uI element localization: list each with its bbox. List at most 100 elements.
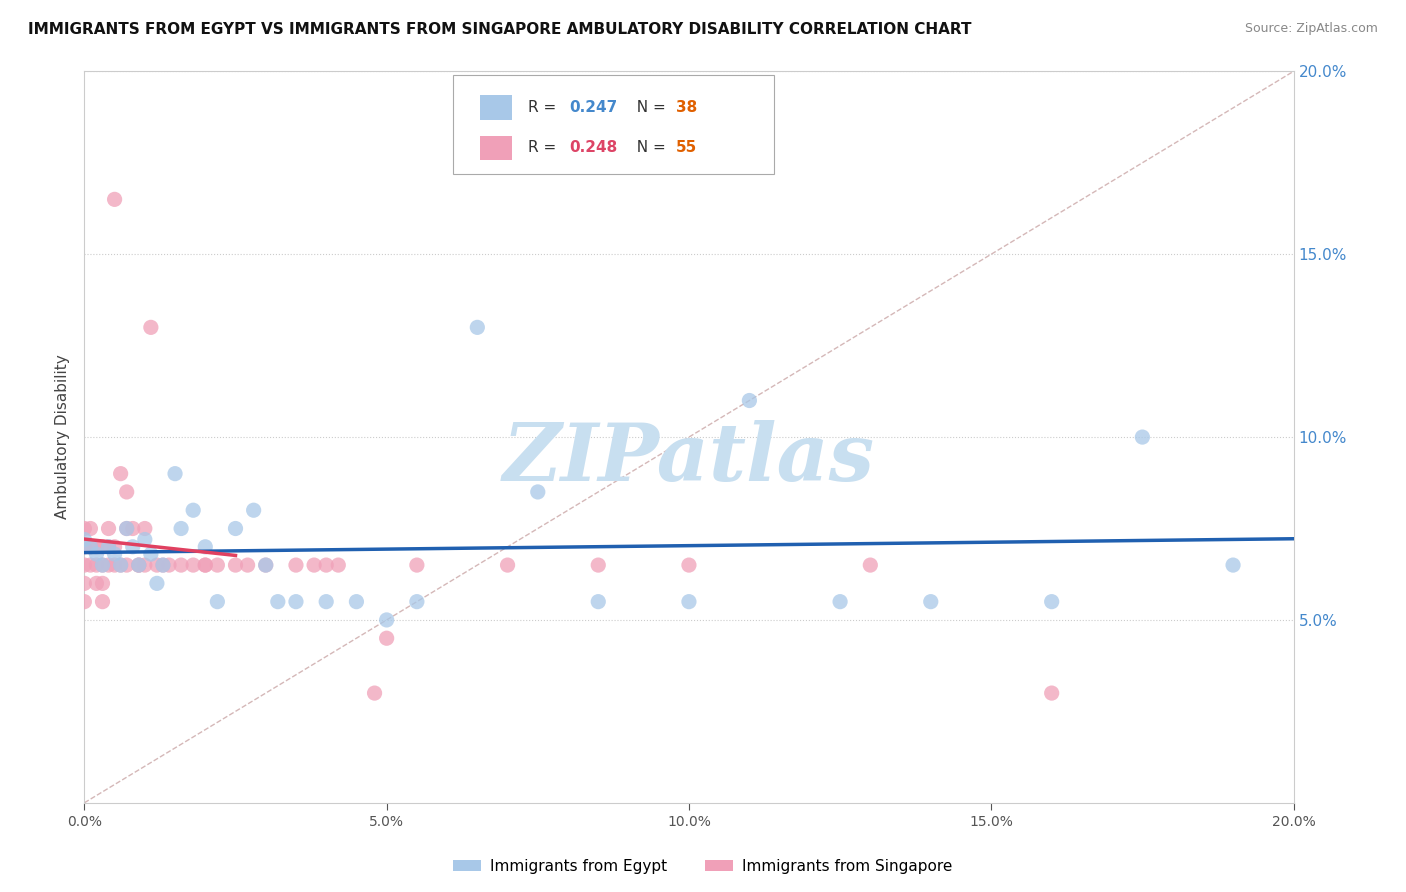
Point xyxy=(104,192,127,206)
Point xyxy=(346,594,368,608)
Point xyxy=(139,320,162,334)
Text: N =: N = xyxy=(627,100,671,115)
Point xyxy=(496,558,519,573)
Point xyxy=(73,558,96,573)
Point xyxy=(128,558,150,573)
Point xyxy=(97,521,120,535)
Point xyxy=(73,576,96,591)
Point xyxy=(134,533,156,547)
Point xyxy=(1040,594,1063,608)
Point xyxy=(527,485,550,500)
Point xyxy=(1130,430,1153,444)
Point xyxy=(91,540,114,554)
Point xyxy=(79,521,101,535)
Point xyxy=(285,594,308,608)
Point xyxy=(97,540,120,554)
Point xyxy=(194,558,217,573)
Point xyxy=(91,558,114,573)
Point xyxy=(73,533,96,547)
Point xyxy=(165,467,187,481)
Point xyxy=(104,547,127,561)
Point xyxy=(375,613,398,627)
Text: IMMIGRANTS FROM EGYPT VS IMMIGRANTS FROM SINGAPORE AMBULATORY DISABILITY CORRELA: IMMIGRANTS FROM EGYPT VS IMMIGRANTS FROM… xyxy=(28,22,972,37)
Point xyxy=(170,521,193,535)
Point xyxy=(134,521,156,535)
Point xyxy=(406,558,429,573)
Point xyxy=(181,558,204,573)
Point xyxy=(79,540,101,554)
Point xyxy=(207,558,229,573)
Point xyxy=(588,558,610,573)
Point xyxy=(110,558,132,573)
Point xyxy=(267,594,290,608)
Point xyxy=(859,558,882,573)
Point xyxy=(254,558,277,573)
Point xyxy=(302,558,325,573)
Point xyxy=(134,558,156,573)
Point xyxy=(152,558,174,573)
Point xyxy=(91,576,114,591)
Point xyxy=(79,540,101,554)
Text: R =: R = xyxy=(529,100,561,115)
Point xyxy=(86,576,108,591)
FancyBboxPatch shape xyxy=(453,75,773,174)
Point xyxy=(738,393,761,408)
Point xyxy=(315,594,337,608)
Text: 38: 38 xyxy=(676,100,697,115)
Point xyxy=(128,558,150,573)
Point xyxy=(406,594,429,608)
Text: Source: ZipAtlas.com: Source: ZipAtlas.com xyxy=(1244,22,1378,36)
Point xyxy=(157,558,180,573)
Point xyxy=(363,686,385,700)
Point xyxy=(315,558,337,573)
Point xyxy=(1222,558,1244,573)
Point xyxy=(115,521,138,535)
Point xyxy=(86,540,108,554)
Point xyxy=(104,558,127,573)
Point xyxy=(254,558,277,573)
Point xyxy=(73,540,96,554)
Point xyxy=(1040,686,1063,700)
Point xyxy=(86,547,108,561)
Point xyxy=(328,558,350,573)
Point xyxy=(146,558,169,573)
Point xyxy=(830,594,852,608)
Point xyxy=(152,558,174,573)
Point xyxy=(467,320,489,334)
FancyBboxPatch shape xyxy=(479,136,512,161)
Point xyxy=(97,558,120,573)
Point xyxy=(588,594,610,608)
Point xyxy=(91,594,114,608)
Point xyxy=(920,594,942,608)
Point xyxy=(104,540,127,554)
Point xyxy=(170,558,193,573)
Point xyxy=(115,521,138,535)
Point xyxy=(73,521,96,535)
Point xyxy=(73,594,96,608)
Point xyxy=(128,558,150,573)
Legend: Immigrants from Egypt, Immigrants from Singapore: Immigrants from Egypt, Immigrants from S… xyxy=(447,853,959,880)
Point xyxy=(146,576,169,591)
Y-axis label: Ambulatory Disability: Ambulatory Disability xyxy=(55,355,70,519)
Point xyxy=(110,558,132,573)
Point xyxy=(79,558,101,573)
Point xyxy=(110,467,132,481)
Point xyxy=(181,503,204,517)
Point xyxy=(115,485,138,500)
Point xyxy=(121,540,143,554)
Point xyxy=(225,521,247,535)
Point xyxy=(139,547,162,561)
Text: 55: 55 xyxy=(676,140,697,155)
Text: R =: R = xyxy=(529,140,561,155)
Text: 0.247: 0.247 xyxy=(569,100,617,115)
Point xyxy=(207,594,229,608)
Point xyxy=(194,558,217,573)
Point xyxy=(236,558,259,573)
Point xyxy=(97,540,120,554)
Text: N =: N = xyxy=(627,140,671,155)
Point xyxy=(225,558,247,573)
Point xyxy=(242,503,264,517)
Point xyxy=(121,521,143,535)
Point xyxy=(285,558,308,573)
Text: 0.248: 0.248 xyxy=(569,140,617,155)
